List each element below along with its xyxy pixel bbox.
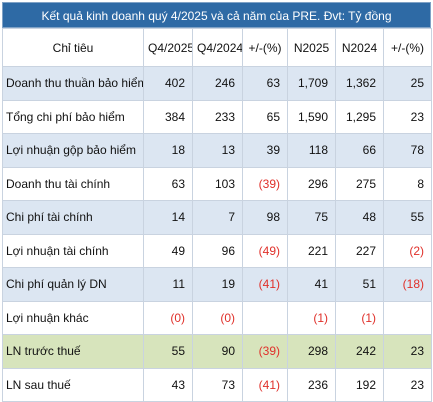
value-cell: 233: [192, 99, 243, 134]
value-cell: (0): [143, 300, 193, 335]
table-row: Chi phí quản lý DN 11 19 (41) 41 51 (18): [2, 267, 432, 302]
value-cell: 43: [143, 367, 193, 402]
row-label: Doanh thu thuần bảo hiểm: [2, 66, 144, 101]
value-cell: [242, 300, 288, 335]
value-cell: 66: [335, 133, 384, 168]
results-table: Chỉ tiêu Q4/2025 Q4/2024 +/-(%) N2025 N2…: [2, 28, 432, 402]
table-row: LN trước thuế 55 90 (39) 298 242 23: [2, 334, 432, 369]
value-cell: 73: [192, 367, 243, 402]
value-cell: 65: [242, 99, 288, 134]
table-row: Doanh thu tài chính 63 103 (39) 296 275 8: [2, 166, 432, 201]
value-cell: 227: [335, 233, 384, 268]
value-cell: 103: [192, 166, 243, 201]
value-cell: 192: [335, 367, 384, 402]
header-cell: +/-(%): [242, 28, 288, 67]
value-cell: 298: [287, 334, 336, 369]
header-cell: N2024: [335, 28, 384, 67]
value-cell: 1,709: [287, 66, 336, 101]
value-cell: 55: [383, 200, 432, 235]
value-cell: 41: [287, 267, 336, 302]
header-cell: +/-(%): [383, 28, 432, 67]
value-cell: (39): [242, 334, 288, 369]
value-cell: 18: [143, 133, 193, 168]
value-cell: (49): [242, 233, 288, 268]
header-cell: Chỉ tiêu: [2, 28, 144, 67]
value-cell: (39): [242, 166, 288, 201]
value-cell: 275: [335, 166, 384, 201]
row-label: Lợi nhuận gộp bảo hiểm: [2, 133, 144, 168]
table-row: Lợi nhuận khác (0) (0) (1) (1): [2, 300, 432, 335]
value-cell: 236: [287, 367, 336, 402]
table-row: LN sau thuế 43 73 (41) 236 192 23: [2, 367, 432, 402]
table-row: Lợi nhuận gộp bảo hiểm 18 13 39 118 66 78: [2, 133, 432, 168]
value-cell: 23: [383, 334, 432, 369]
table-row: Tổng chi phí bảo hiểm 384 233 65 1,590 1,295 2…: [2, 99, 432, 134]
row-label: Chi phí tài chính: [2, 200, 144, 235]
row-label: Lợi nhuận tài chính: [2, 233, 144, 268]
value-cell: 78: [383, 133, 432, 168]
value-cell: 11: [143, 267, 193, 302]
header-row: Chỉ tiêu Q4/2025 Q4/2024 +/-(%) N2025 N2…: [2, 28, 432, 67]
value-cell: 55: [143, 334, 193, 369]
value-cell: 49: [143, 233, 193, 268]
row-label: Chi phí quản lý DN: [2, 267, 144, 302]
value-cell: 7: [192, 200, 243, 235]
value-cell: 90: [192, 334, 243, 369]
value-cell: 13: [192, 133, 243, 168]
table-row: Doanh thu thuần bảo hiểm 402 246 63 1,709 1,3…: [2, 66, 432, 101]
value-cell: 1,362: [335, 66, 384, 101]
value-cell: (41): [242, 367, 288, 402]
value-cell: 296: [287, 166, 336, 201]
table-title: Kết quả kinh doanh quý 4/2025 và cả năm …: [2, 2, 431, 28]
value-cell: 63: [143, 166, 193, 201]
value-cell: 23: [383, 99, 432, 134]
value-cell: 25: [383, 66, 432, 101]
row-label: Doanh thu tài chính: [2, 166, 144, 201]
value-cell: 246: [192, 66, 243, 101]
row-label: Lợi nhuận khác: [2, 300, 144, 335]
value-cell: [383, 300, 432, 335]
value-cell: 48: [335, 200, 384, 235]
value-cell: (1): [287, 300, 336, 335]
value-cell: (0): [192, 300, 243, 335]
row-label: LN trước thuế: [2, 334, 144, 369]
row-label: LN sau thuế: [2, 367, 144, 402]
value-cell: 51: [335, 267, 384, 302]
value-cell: 75: [287, 200, 336, 235]
value-cell: 1,590: [287, 99, 336, 134]
table-body: Doanh thu thuần bảo hiểm 402 246 63 1,709 1,3…: [2, 66, 432, 402]
header-cell: Q4/2024: [192, 28, 243, 67]
value-cell: 19: [192, 267, 243, 302]
header-cell: N2025: [287, 28, 336, 67]
header-cell: Q4/2025: [143, 28, 193, 67]
value-cell: (18): [383, 267, 432, 302]
value-cell: 14: [143, 200, 193, 235]
value-cell: 98: [242, 200, 288, 235]
value-cell: 221: [287, 233, 336, 268]
value-cell: 23: [383, 367, 432, 402]
value-cell: 96: [192, 233, 243, 268]
row-label: Tổng chi phí bảo hiểm: [2, 99, 144, 134]
table-row: Lợi nhuận tài chính 49 96 (49) 221 227 (2): [2, 233, 432, 268]
value-cell: (2): [383, 233, 432, 268]
table-row: Chi phí tài chính 14 7 98 75 48 55: [2, 200, 432, 235]
value-cell: 1,295: [335, 99, 384, 134]
value-cell: 242: [335, 334, 384, 369]
value-cell: 8: [383, 166, 432, 201]
value-cell: (1): [335, 300, 384, 335]
value-cell: 384: [143, 99, 193, 134]
value-cell: 402: [143, 66, 193, 101]
value-cell: 118: [287, 133, 336, 168]
value-cell: (41): [242, 267, 288, 302]
value-cell: 63: [242, 66, 288, 101]
value-cell: 39: [242, 133, 288, 168]
